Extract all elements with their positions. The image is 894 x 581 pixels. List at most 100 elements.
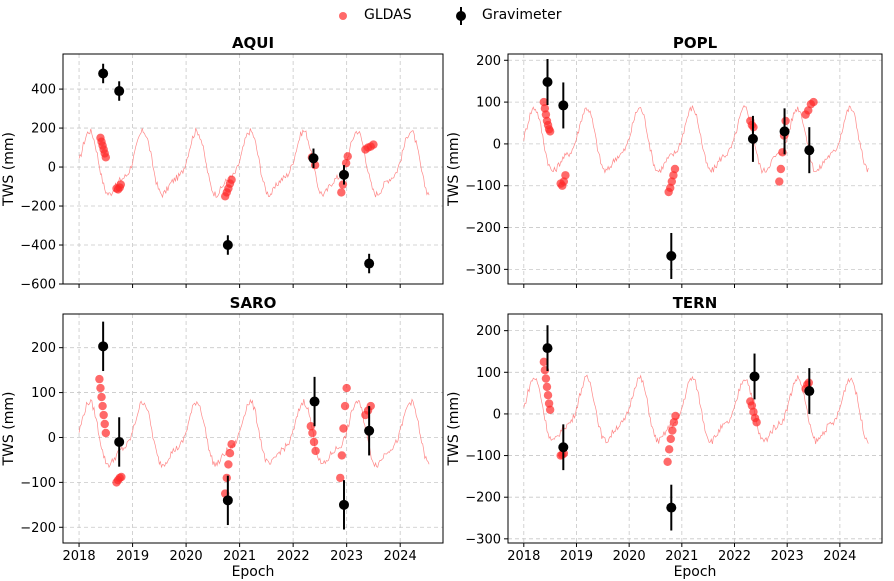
chart-panel-aqui: −600 −400 −200 0 200 400 AQUI TWS (mm) <box>1 34 444 293</box>
gravimeter-point <box>338 499 349 510</box>
x-tick-label: 2021 <box>223 549 256 564</box>
gldas-point <box>369 140 378 149</box>
chart-panel-saro: −200 −100 0 100 200 2018 2019 2020 2021 2022 2023 2… <box>1 294 444 580</box>
gravimeter-point <box>666 250 677 261</box>
gldas-point <box>309 437 319 447</box>
gravimeter-point <box>749 371 760 382</box>
plot-frame <box>62 313 444 544</box>
gldas-point <box>781 116 790 126</box>
y-axis-label: TWS (mm) <box>446 392 462 467</box>
y-tick-label: 200 <box>476 324 501 339</box>
chart-panel-popl: −300 −200 −100 0 100 200 POPL TWS (mm) <box>446 34 883 288</box>
gldas-point <box>670 164 680 174</box>
gldas-point <box>540 104 550 113</box>
y-tick-label: −400 <box>20 239 56 254</box>
gravimeter-point <box>558 100 569 111</box>
y-tick-label: −100 <box>20 476 56 491</box>
gldas-point <box>539 357 549 367</box>
x-tick-label: 2021 <box>665 549 698 564</box>
gldas-point <box>343 152 352 161</box>
x-tick-label: 2019 <box>560 549 593 564</box>
x-tick-label: 2018 <box>507 549 540 564</box>
gldas-point <box>101 153 111 162</box>
y-tick-label: −200 <box>465 491 501 506</box>
gldas-point <box>545 405 555 414</box>
gldas-point <box>542 382 552 392</box>
gldas-trace-line <box>523 105 869 175</box>
gldas-point <box>99 410 108 420</box>
gravimeter-point <box>747 133 758 144</box>
gldas-point <box>667 177 677 186</box>
y-tick-label: −100 <box>465 449 501 464</box>
gravimeter-point <box>804 386 815 397</box>
gldas-point <box>775 177 784 186</box>
gravimeter-point <box>222 495 233 506</box>
gldas-trace-line <box>78 398 430 469</box>
gldas-point <box>663 457 672 467</box>
gldas-trace-line <box>523 374 869 445</box>
gldas-point <box>541 110 551 119</box>
gldas-point <box>752 418 761 427</box>
x-tick-label: 2018 <box>63 549 96 564</box>
gravimeter-point <box>98 68 109 79</box>
y-tick-label: 200 <box>31 341 56 356</box>
gldas-point <box>227 440 236 449</box>
x-axis-label: Epoch <box>232 564 275 580</box>
x-tick-label: 2024 <box>384 549 417 564</box>
gldas-point <box>545 127 555 136</box>
gldas-point <box>225 448 235 458</box>
x-tick-label: 2020 <box>170 549 203 564</box>
gldas-point <box>98 401 107 411</box>
y-tick-label: −600 <box>20 278 56 293</box>
panel-title: POPL <box>673 34 718 52</box>
gldas-point <box>366 401 375 411</box>
gravimeter-point <box>222 240 233 251</box>
legend-label-gldas: GLDAS <box>364 7 412 23</box>
gldas-point <box>544 399 554 408</box>
gravimeter-point <box>666 502 677 513</box>
gldas-trace-line <box>78 127 430 199</box>
gldas-point <box>664 445 674 454</box>
y-tick-label: −200 <box>20 521 56 536</box>
gldas-point <box>804 106 813 115</box>
gldas-point <box>669 171 678 180</box>
y-tick-label: 200 <box>31 122 56 137</box>
gravimeter-point <box>338 169 349 180</box>
y-tick-label: 0 <box>493 407 501 422</box>
x-axis-label: Epoch <box>674 564 717 580</box>
gldas-point <box>809 97 818 107</box>
gldas-point <box>227 175 236 184</box>
x-tick-label: 2024 <box>823 549 856 564</box>
y-axis-label: TWS (mm) <box>446 132 462 207</box>
gravimeter-point <box>308 153 319 164</box>
gravimeter-point <box>114 436 125 447</box>
gldas-point <box>96 383 105 393</box>
gldas-point <box>95 374 104 384</box>
legend: GLDAS Gravimeter <box>0 3 894 27</box>
gravimeter-point <box>364 425 375 436</box>
gravimeter-point <box>558 442 569 453</box>
gldas-point <box>100 419 109 429</box>
x-tick-label: 2020 <box>613 549 646 564</box>
gldas-point <box>308 428 317 438</box>
gldas-point <box>311 446 320 456</box>
gldas-point <box>337 451 347 460</box>
gldas-point <box>342 383 351 393</box>
x-tick-label: 2022 <box>277 549 310 564</box>
gldas-marker-icon <box>328 3 358 27</box>
y-tick-label: 100 <box>476 96 501 111</box>
x-tick-label: 2019 <box>116 549 149 564</box>
gldas-point <box>337 188 346 197</box>
gldas-point <box>117 472 126 482</box>
gravimeter-point <box>804 145 815 156</box>
y-tick-label: −200 <box>20 200 56 215</box>
y-axis-label: TWS (mm) <box>1 392 17 467</box>
gravimeter-point <box>542 77 553 88</box>
chart-panel-tern: −300 −200 −100 0 100 200 2018 2019 2020 2021 2022 2… <box>446 294 883 580</box>
gravimeter-point <box>779 126 790 137</box>
gldas-point <box>97 392 106 402</box>
gldas-point <box>666 183 675 193</box>
panel-title: TERN <box>673 294 718 312</box>
gldas-point <box>559 177 569 186</box>
